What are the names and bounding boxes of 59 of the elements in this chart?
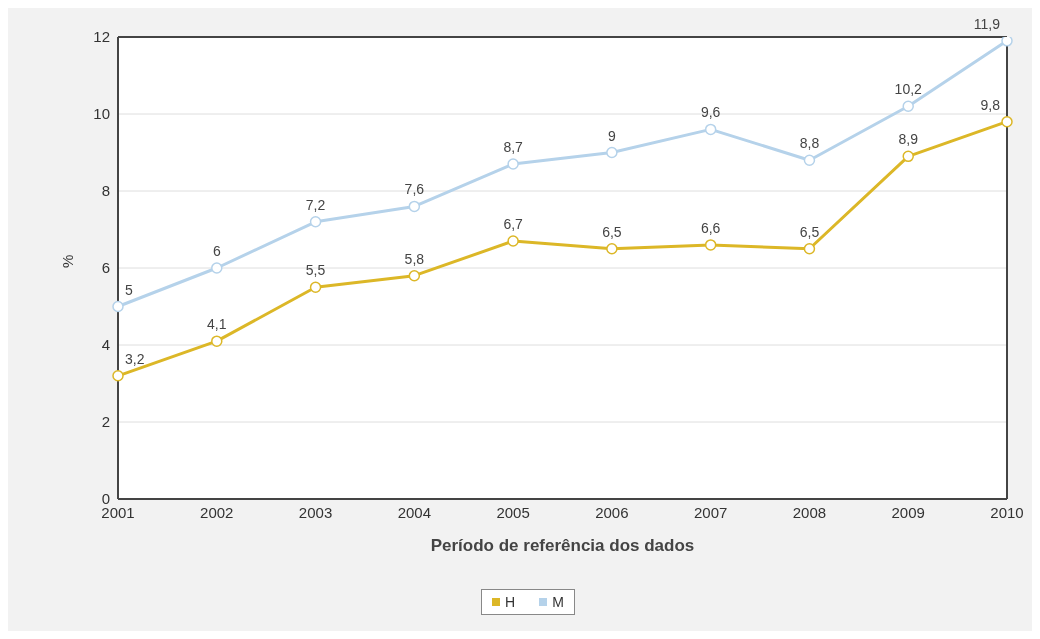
data-label: 6,5 (602, 223, 622, 240)
point (309, 281, 322, 293)
x-tick-label: 2009 (891, 503, 925, 521)
data-label: 6,5 (799, 223, 820, 240)
point (211, 335, 223, 347)
point (507, 158, 519, 170)
data-label: 9 (607, 127, 616, 144)
data-label: 8,7 (503, 139, 524, 156)
data-label: 5,5 (305, 262, 326, 279)
data-label: 6,6 (700, 219, 721, 236)
data-label: 6,7 (503, 216, 524, 233)
x-tick-label: 2002 (200, 503, 234, 521)
data-label: 9,8 (980, 96, 1001, 113)
point (606, 146, 618, 159)
data-label: 8,8 (799, 135, 820, 152)
data-label: 5,8 (404, 250, 425, 267)
y-tick-label: 6 (101, 259, 110, 277)
x-tick-label: 2010 (990, 503, 1024, 521)
point (704, 123, 717, 136)
x-tick-label: 2007 (693, 503, 728, 521)
point (309, 216, 322, 228)
x-axis-title: Período de referência dos dados (430, 536, 695, 555)
point (408, 269, 421, 282)
point (704, 239, 717, 251)
point (606, 243, 618, 255)
point (112, 370, 124, 382)
y-tick-label: 12 (93, 28, 110, 46)
point (112, 300, 124, 313)
data-label: 11,9 (973, 15, 1001, 32)
data-label: 5 (125, 281, 133, 298)
legend-label: M (551, 594, 564, 610)
point (408, 200, 421, 213)
data-label: 10,2 (894, 81, 923, 98)
data-label: 6 (212, 243, 221, 259)
y-tick-label: 2 (101, 413, 110, 431)
data-label: 3,2 (125, 350, 145, 367)
data-label: 7,2 (305, 196, 326, 213)
data-label: 9,6 (700, 104, 721, 121)
y-axis-title: % (59, 254, 77, 268)
point (211, 262, 223, 274)
point (1001, 37, 1013, 47)
x-tick-label: 2006 (595, 503, 629, 521)
point (902, 100, 914, 113)
point (803, 154, 816, 166)
y-tick-label: 8 (101, 182, 110, 200)
legend-label: H (504, 594, 516, 610)
data-label: 8,9 (898, 131, 919, 148)
x-tick-label: 2003 (298, 503, 333, 521)
x-tick-label: 2004 (397, 503, 432, 521)
data-label: 7,6 (404, 181, 425, 198)
data-label: 4,1 (207, 316, 227, 333)
x-tick-label: 2005 (496, 503, 530, 521)
x-tick-label: 2008 (792, 503, 827, 521)
point (803, 243, 816, 255)
y-tick-label: 4 (101, 336, 110, 354)
point (1001, 115, 1013, 128)
y-tick-label: 10 (93, 105, 110, 123)
point (902, 150, 914, 163)
point (507, 235, 519, 247)
